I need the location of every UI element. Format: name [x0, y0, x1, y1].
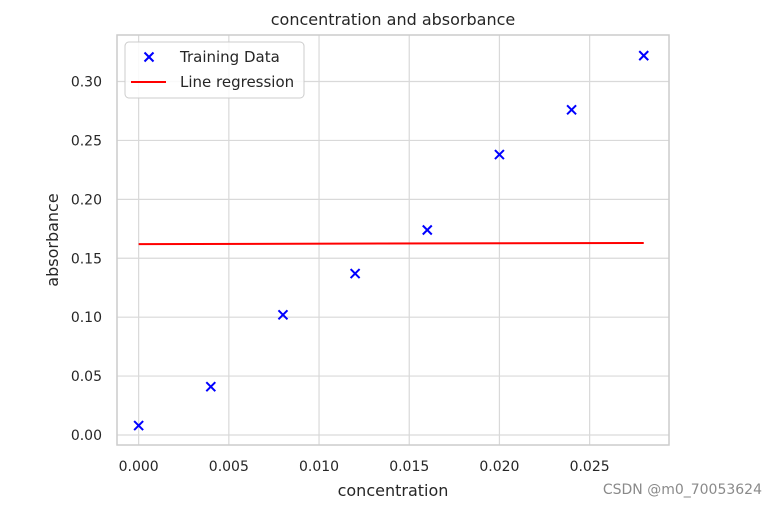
legend-entry: Training Data	[143, 48, 280, 66]
y-axis-label: absorbance	[43, 193, 62, 286]
y-tick-label: 0.15	[71, 251, 102, 267]
y-tick-label: 0.05	[71, 369, 102, 385]
x-tick-label: 0.025	[570, 459, 610, 475]
grid	[117, 35, 669, 445]
data-point	[566, 104, 577, 116]
y-tick-label: 0.10	[71, 310, 102, 326]
data-point	[638, 50, 649, 61]
series-layer	[133, 50, 649, 431]
legend-label: Training Data	[179, 48, 280, 66]
x-tick-label: 0.005	[209, 459, 249, 475]
watermark: CSDN @m0_70053624	[602, 482, 762, 498]
x-tick-label: 0.020	[479, 459, 519, 475]
chart-title: concentration and absorbance	[271, 10, 516, 29]
legend: Training Data Line regression	[124, 41, 305, 99]
data-point	[422, 224, 433, 236]
y-tick-label: 0.30	[71, 75, 102, 91]
data-point	[133, 420, 144, 431]
x-tick-label: 0.000	[119, 459, 159, 475]
y-tick-label: 0.20	[71, 192, 102, 208]
legend-entry: Line regression	[131, 73, 294, 91]
x-tick-label: 0.010	[299, 459, 339, 475]
legend-label: Line regression	[180, 73, 294, 91]
legend-box	[124, 41, 305, 99]
data-point	[494, 149, 505, 160]
regression-line	[138, 241, 644, 246]
data-point	[277, 309, 289, 321]
plot-frame	[116, 34, 670, 446]
tick-labels: 0.000 0.005 0.010 0.015 0.020 0.025 0.00 0.05 0.…	[71, 75, 610, 475]
y-tick-label: 0.25	[71, 133, 102, 149]
legend-x-marker	[143, 51, 155, 63]
data-point	[349, 268, 361, 279]
y-tick-label: 0.00	[71, 428, 102, 444]
x-axis-label: concentration	[338, 481, 449, 500]
x-tick-label: 0.015	[389, 459, 429, 475]
data-point	[205, 381, 217, 392]
